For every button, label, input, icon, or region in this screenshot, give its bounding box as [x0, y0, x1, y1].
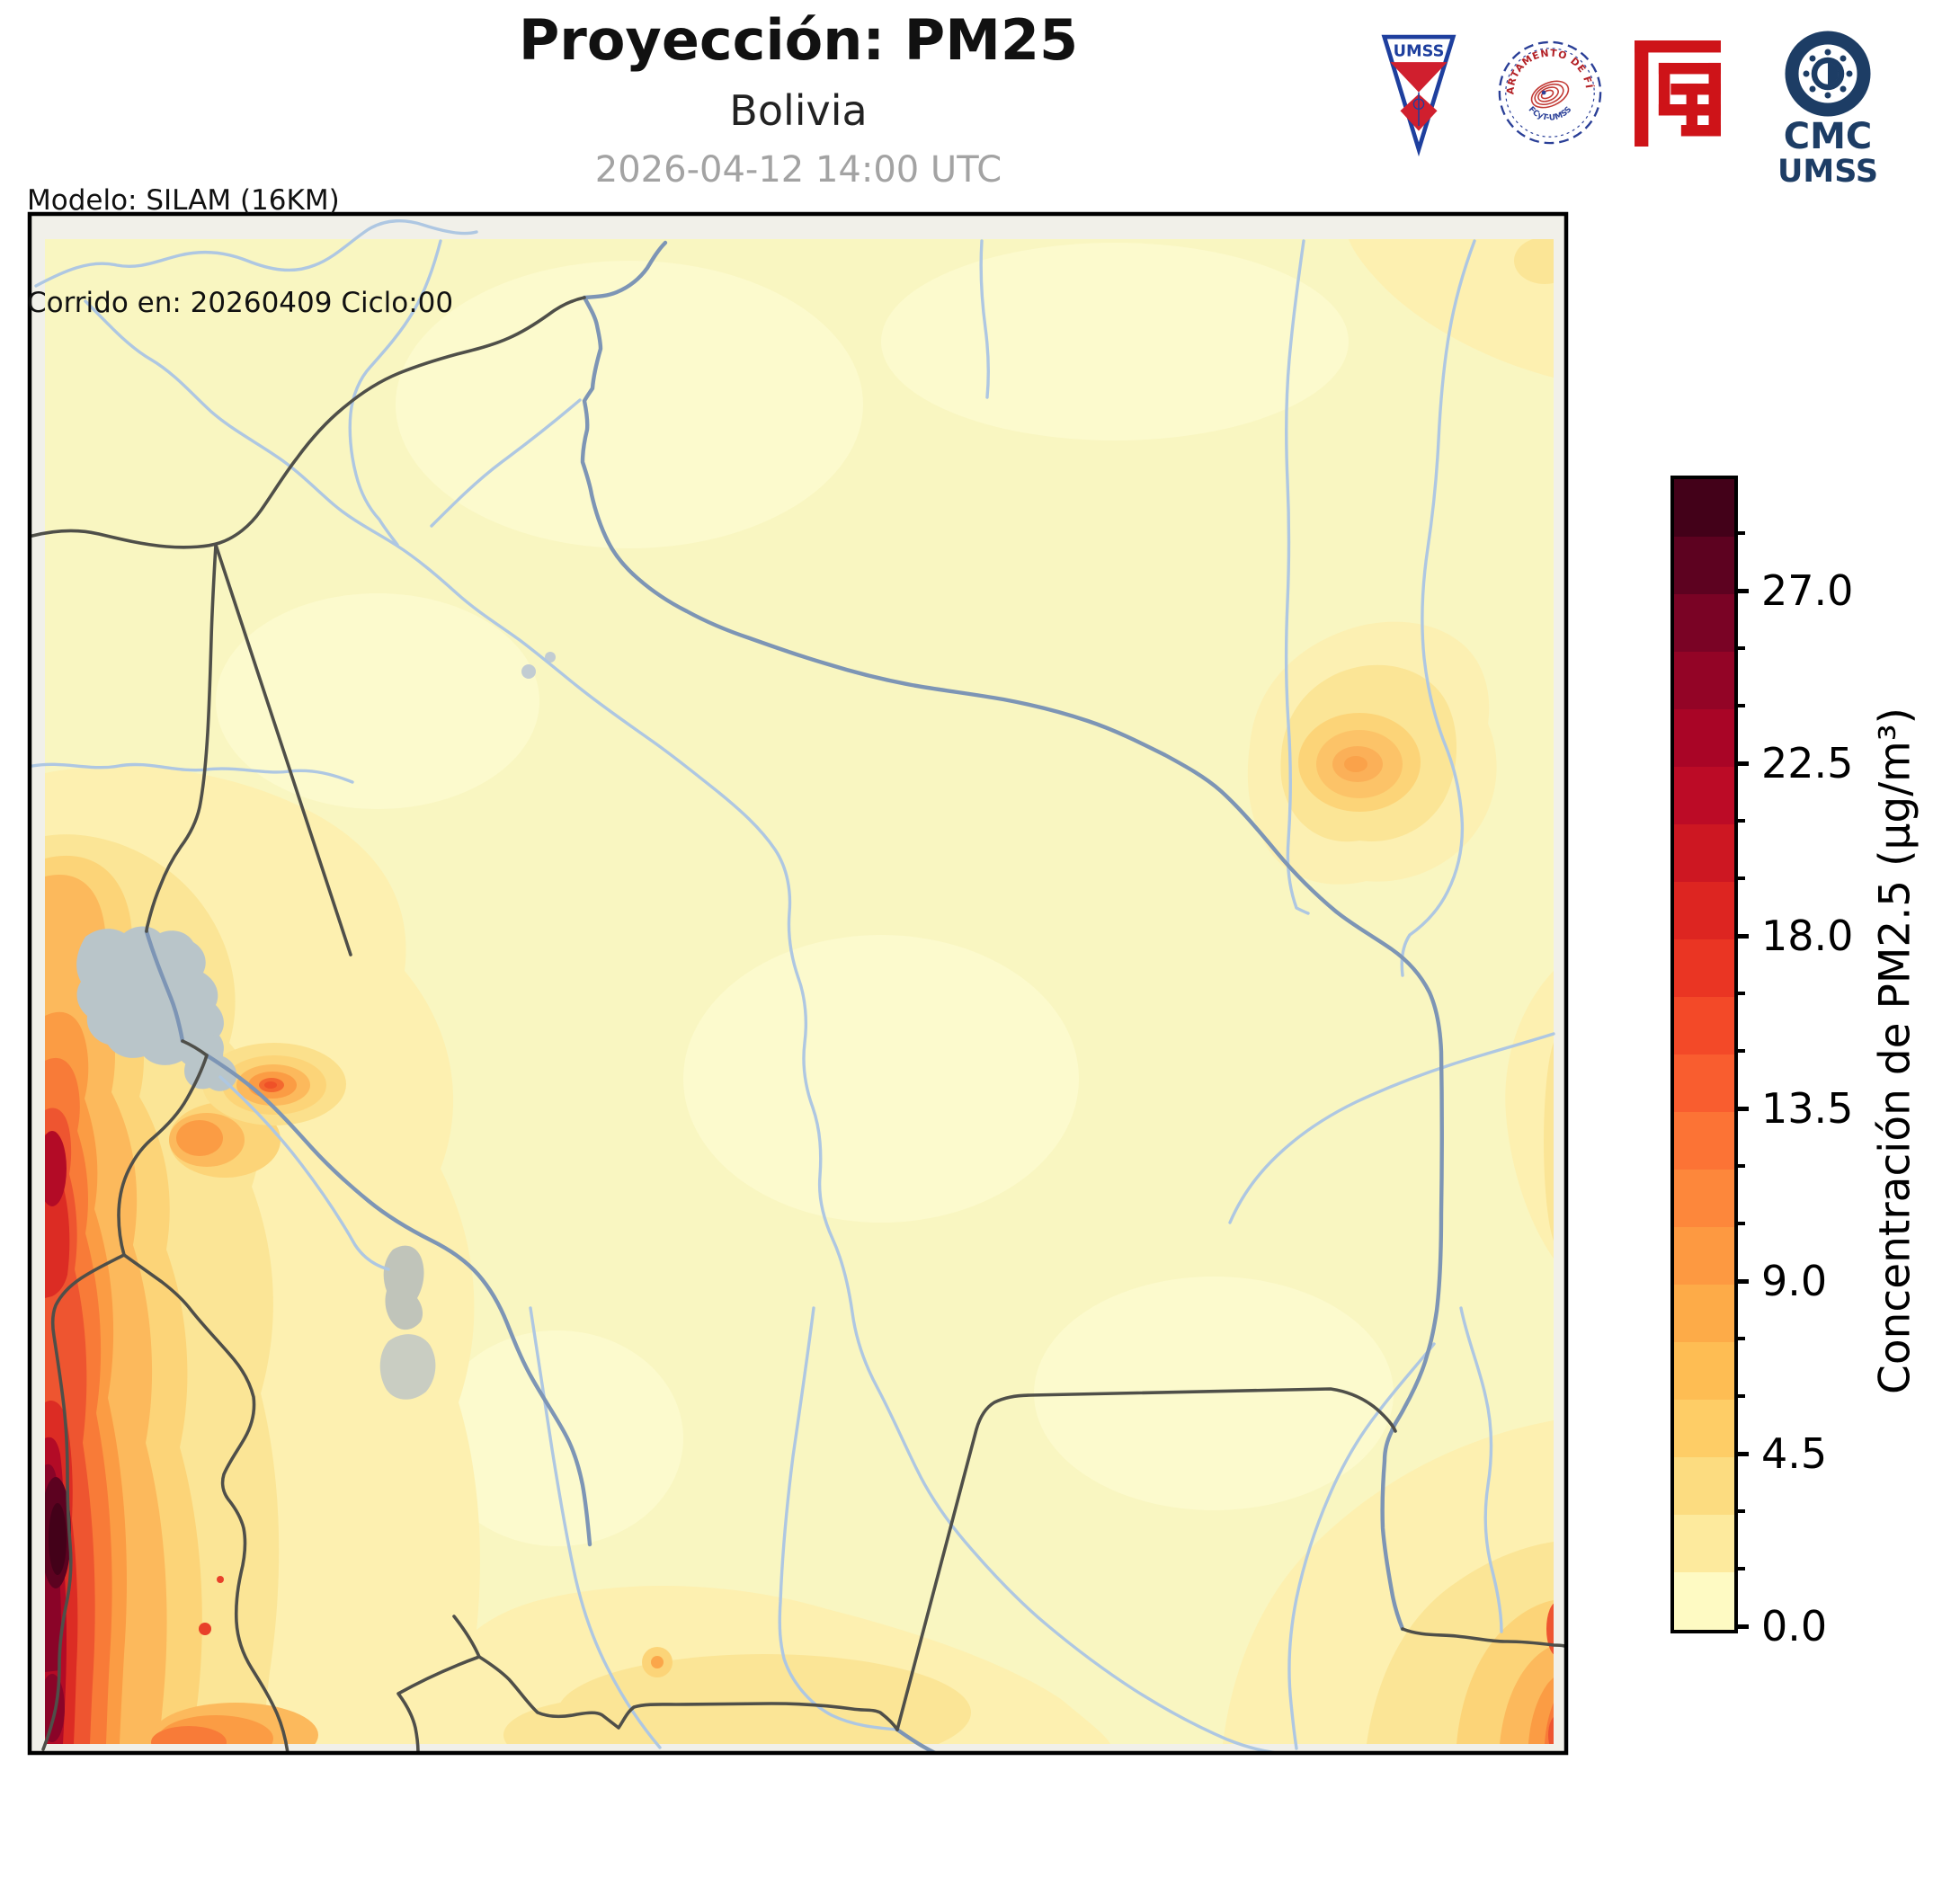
- colorbar-minor-tick: [1734, 1222, 1745, 1225]
- hotspot-west-band: [45, 855, 318, 1744]
- colorbar-major-tick: [1734, 934, 1749, 939]
- hotspot-northeast: [1247, 621, 1497, 885]
- colorbar-segment: [1674, 1515, 1734, 1572]
- colorbar-segment: [1674, 882, 1734, 939]
- colorbar-ticks: 27.0 22.5 18.0 13.5 9.0 4.5 0.0: [1734, 476, 1942, 1650]
- colorbar-segment: [1674, 594, 1734, 652]
- colorbar-segment: [1674, 824, 1734, 882]
- colorbar-segment: [1674, 1400, 1734, 1457]
- map-border-rivers: [144, 240, 1444, 1751]
- colorbar-major-tick: [1734, 1107, 1749, 1111]
- colorbar-minor-tick: [1734, 1049, 1745, 1053]
- colorbar-minor-tick: [1734, 1337, 1745, 1340]
- map-borders: [31, 296, 1564, 1751]
- cmc-umss-text: UMSS: [1777, 154, 1878, 189]
- forecast-timestamp: 2026-04-12 14:00 UTC: [594, 149, 1002, 191]
- colorbar-minor-tick: [1734, 819, 1745, 823]
- colorbar-major-tick: [1734, 1624, 1749, 1629]
- page-title: Proyección: PM25: [518, 7, 1079, 73]
- colorbar-segment: [1674, 652, 1734, 709]
- colorbar-major-tick: [1734, 761, 1749, 766]
- physics-department-seal: DEPARTAMENTO DE FÍSICA FCyT-UMSS: [1492, 29, 1602, 145]
- colorbar-tick-label: 9.0: [1761, 1257, 1828, 1305]
- colorbar-segment: [1674, 537, 1734, 594]
- page-subtitle: Bolivia: [729, 86, 868, 135]
- map-rivers: [31, 218, 1555, 1751]
- colorbar-segment: [1674, 1112, 1734, 1170]
- map-frame: [27, 211, 1569, 1756]
- small-lake: [545, 652, 556, 663]
- colorbar-tick-label: 18.0: [1761, 912, 1854, 960]
- model-line1: Modelo: SILAM (16KM): [27, 184, 340, 217]
- fcyt-red-logo: [1635, 40, 1721, 147]
- colorbar-tick-label: 27.0: [1761, 566, 1854, 615]
- colorbar-minor-tick: [1734, 1567, 1745, 1570]
- hotspot-titicaca-adjacent: [202, 1043, 346, 1125]
- salar-de-uyuni: [379, 1334, 436, 1400]
- colorbar-segment: [1674, 1054, 1734, 1112]
- cmc-text: CMC: [1784, 116, 1873, 157]
- cmc-gear-icon: [1785, 31, 1871, 117]
- colorbar-segment: [1674, 1457, 1734, 1515]
- colorbar-minor-tick: [1734, 992, 1745, 995]
- umss-logo-text: UMSS: [1394, 43, 1445, 61]
- colorbar-tick-label: 13.5: [1761, 1084, 1854, 1133]
- colorbar-segment: [1674, 1285, 1734, 1342]
- colorbar-segment: [1674, 709, 1734, 767]
- colorbar-major-tick: [1734, 589, 1749, 593]
- colorbar-minor-tick: [1734, 1164, 1745, 1168]
- colorbar-minor-tick: [1734, 1509, 1745, 1513]
- colorbar-major-tick: [1734, 1279, 1749, 1284]
- colorbar-segment: [1674, 1227, 1734, 1285]
- umss-pennant-logo: UMSS: [1381, 34, 1456, 157]
- lake-titicaca: [76, 926, 224, 1069]
- model-line2: Corrido en: 20260409 Ciclo:00: [27, 287, 454, 319]
- colorbar-segment: [1674, 939, 1734, 997]
- colorbar-minor-tick: [1734, 704, 1745, 707]
- model-info: Modelo: SILAM (16KM) Corrido en: 2026040…: [27, 115, 453, 354]
- colorbar-segment: [1674, 997, 1734, 1054]
- colorbar-segment: [1674, 1572, 1734, 1630]
- small-lake: [521, 664, 536, 679]
- colorbar-minor-tick: [1734, 646, 1745, 650]
- colorbar-segment: [1674, 1170, 1734, 1227]
- hotspot-bottom-center-spot: [642, 1647, 673, 1677]
- colorbar-tick-label: 22.5: [1761, 739, 1854, 787]
- colorbar-major-tick: [1734, 1452, 1749, 1456]
- colorbar-tick-label: 4.5: [1761, 1429, 1828, 1478]
- colorbar-segment: [1674, 1342, 1734, 1400]
- umss-logo-red-shape: [1390, 62, 1448, 93]
- colorbar-minor-tick: [1734, 531, 1745, 535]
- lake-poopo: [383, 1245, 424, 1330]
- colorbar: [1670, 476, 1738, 1633]
- colorbar-tick-label: 0.0: [1761, 1602, 1828, 1650]
- colorbar-axis-label: Concentración de PM2.5 (µg/m³): [1870, 707, 1920, 1394]
- hotspot-southeast-corner: [1456, 1600, 1554, 1744]
- cmc-umss-logo: CMC UMSS: [1777, 31, 1878, 189]
- colorbar-segment: [1674, 767, 1734, 824]
- colorbar-minor-tick: [1734, 1394, 1745, 1398]
- colorbar-segments: [1674, 479, 1734, 1630]
- seal-spiral-icon: [1530, 80, 1570, 109]
- colorbar-segment: [1674, 479, 1734, 537]
- contour-low-patches: [216, 243, 1394, 1546]
- colorbar-minor-tick: [1734, 876, 1745, 880]
